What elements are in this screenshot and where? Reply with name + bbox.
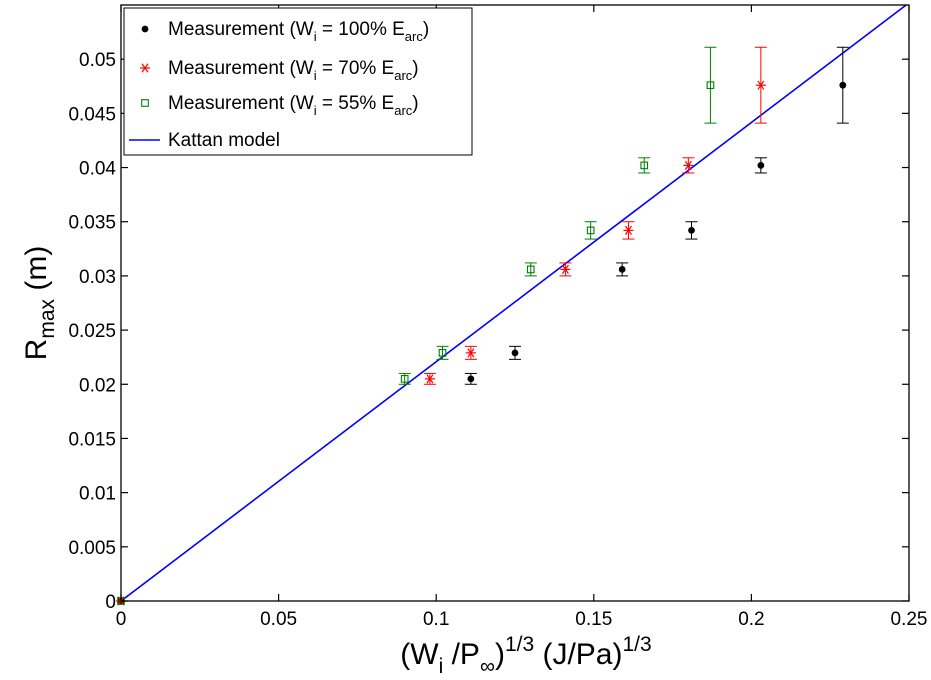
- legend-sub: i: [314, 29, 317, 44]
- y-axis-title-units: (m): [20, 246, 53, 299]
- legend-sub: arc: [405, 29, 424, 44]
- axis-layer: 0 0.05 0.1 0.15 0.2 0.25 0 0.005 0.01 0.015 0.02 0.…: [68, 5, 927, 630]
- legend-box: [123, 7, 473, 156]
- marker-square: [438, 348, 447, 357]
- legend-text-part: Measurement (W: [168, 93, 314, 114]
- marker-asterisk-d2: [561, 264, 569, 275]
- marker-dot: [141, 25, 149, 33]
- marker-asterisk-d2: [141, 63, 149, 73]
- y-axis-title-base: R: [20, 339, 53, 361]
- legend-text-part: ): [412, 58, 418, 79]
- y-tick-label: 0.035: [68, 213, 116, 234]
- marker-square: [640, 161, 649, 170]
- y-axis-title: Rmax (m): [20, 246, 59, 361]
- x-axis-title: (Wi /P∞)1/3 (J/Pa)1/3: [400, 633, 651, 678]
- x-title-units: (J/Pa): [534, 638, 622, 671]
- x-title-sub-inf: ∞: [480, 655, 495, 678]
- legend-entry-1: Measurement (Wi = 100% Earc): [141, 19, 429, 44]
- x-title-sup: 1/3: [505, 633, 534, 656]
- x-tick-label: 0.05: [260, 609, 297, 630]
- series-3: [117, 46, 717, 605]
- marker-asterisk-d2: [467, 348, 475, 358]
- marker-dot: [511, 349, 519, 357]
- y-tick-label: 0.045: [68, 104, 116, 125]
- y-axis-title-sub: max: [36, 298, 59, 338]
- series-layer: [116, 46, 849, 606]
- marker-square: [526, 265, 535, 274]
- x-title-sup: 1/3: [623, 633, 652, 656]
- plot-frame: [120, 4, 910, 602]
- marker-dot: [618, 266, 626, 273]
- legend: Measurement (Wi = 100% Earc)Measurement …: [123, 7, 473, 156]
- marker-square: [400, 375, 409, 383]
- y-tick-label: 0.04: [79, 159, 116, 180]
- marker-dot: [688, 226, 695, 234]
- legend-text-part: Measurement (W: [168, 19, 314, 40]
- x-tick-label: 0: [116, 609, 127, 630]
- legend-sub: i: [314, 68, 317, 83]
- marker-asterisk-d2: [757, 80, 765, 90]
- legend-text-part: = 55% E: [317, 93, 395, 114]
- x-title-part: (W: [400, 638, 439, 671]
- legend-label: Kattan model: [168, 130, 280, 151]
- y-tick-label: 0.005: [68, 538, 116, 559]
- legend-text-part: Measurement (W: [168, 58, 314, 79]
- y-tick-label: 0.015: [68, 429, 116, 450]
- marker-asterisk-d2: [624, 225, 632, 235]
- marker-dot: [757, 161, 765, 169]
- marker-dot: [839, 81, 847, 89]
- kattan-model-layer: [121, 5, 908, 601]
- legend-label: Measurement (Wi = 100% Earc): [168, 19, 429, 44]
- kattan-model-line: [121, 5, 908, 601]
- y-tick-label: 0.05: [79, 50, 116, 71]
- series-2: [116, 46, 767, 606]
- y-tick-label: 0.02: [79, 375, 116, 396]
- legend-sub: arc: [394, 103, 413, 118]
- legend-text-part: ): [423, 19, 429, 40]
- x-title-part: /P: [443, 638, 480, 671]
- legend-text-part: = 100% E: [317, 19, 405, 40]
- x-tick-label: 0.25: [891, 609, 928, 630]
- x-title-part: ): [495, 638, 505, 671]
- marker-square: [141, 99, 149, 107]
- x-tick-label: 0.1: [423, 609, 449, 630]
- marker-square: [586, 226, 595, 235]
- legend-label: Measurement (Wi = 70% Earc): [168, 58, 419, 83]
- legend-sub: arc: [394, 68, 413, 83]
- legend-entry-4: Kattan model: [129, 130, 280, 151]
- y-tick-label: 0.025: [68, 321, 116, 342]
- y-tick-label: 0: [105, 592, 116, 613]
- legend-text-part: Kattan model: [168, 130, 280, 151]
- marker-asterisk-d2: [684, 160, 692, 170]
- legend-text-part: = 70% E: [317, 58, 395, 79]
- x-title-sub-i: i: [439, 655, 444, 678]
- x-tick-label: 0.2: [738, 609, 764, 630]
- legend-text-part: ): [412, 93, 418, 114]
- marker-dot: [467, 375, 475, 383]
- legend-label: Measurement (Wi = 55% Earc): [168, 93, 419, 118]
- y-tick-label: 0.03: [79, 267, 116, 288]
- y-tick-label: 0.01: [79, 484, 116, 505]
- legend-sub: i: [314, 103, 317, 118]
- marker-asterisk-d2: [426, 374, 434, 384]
- legend-entry-3: Measurement (Wi = 55% Earc): [141, 93, 419, 118]
- marker-square: [706, 81, 715, 90]
- legend-entry-2: Measurement (Wi = 70% Earc): [140, 58, 419, 83]
- x-tick-label: 0.15: [575, 609, 612, 630]
